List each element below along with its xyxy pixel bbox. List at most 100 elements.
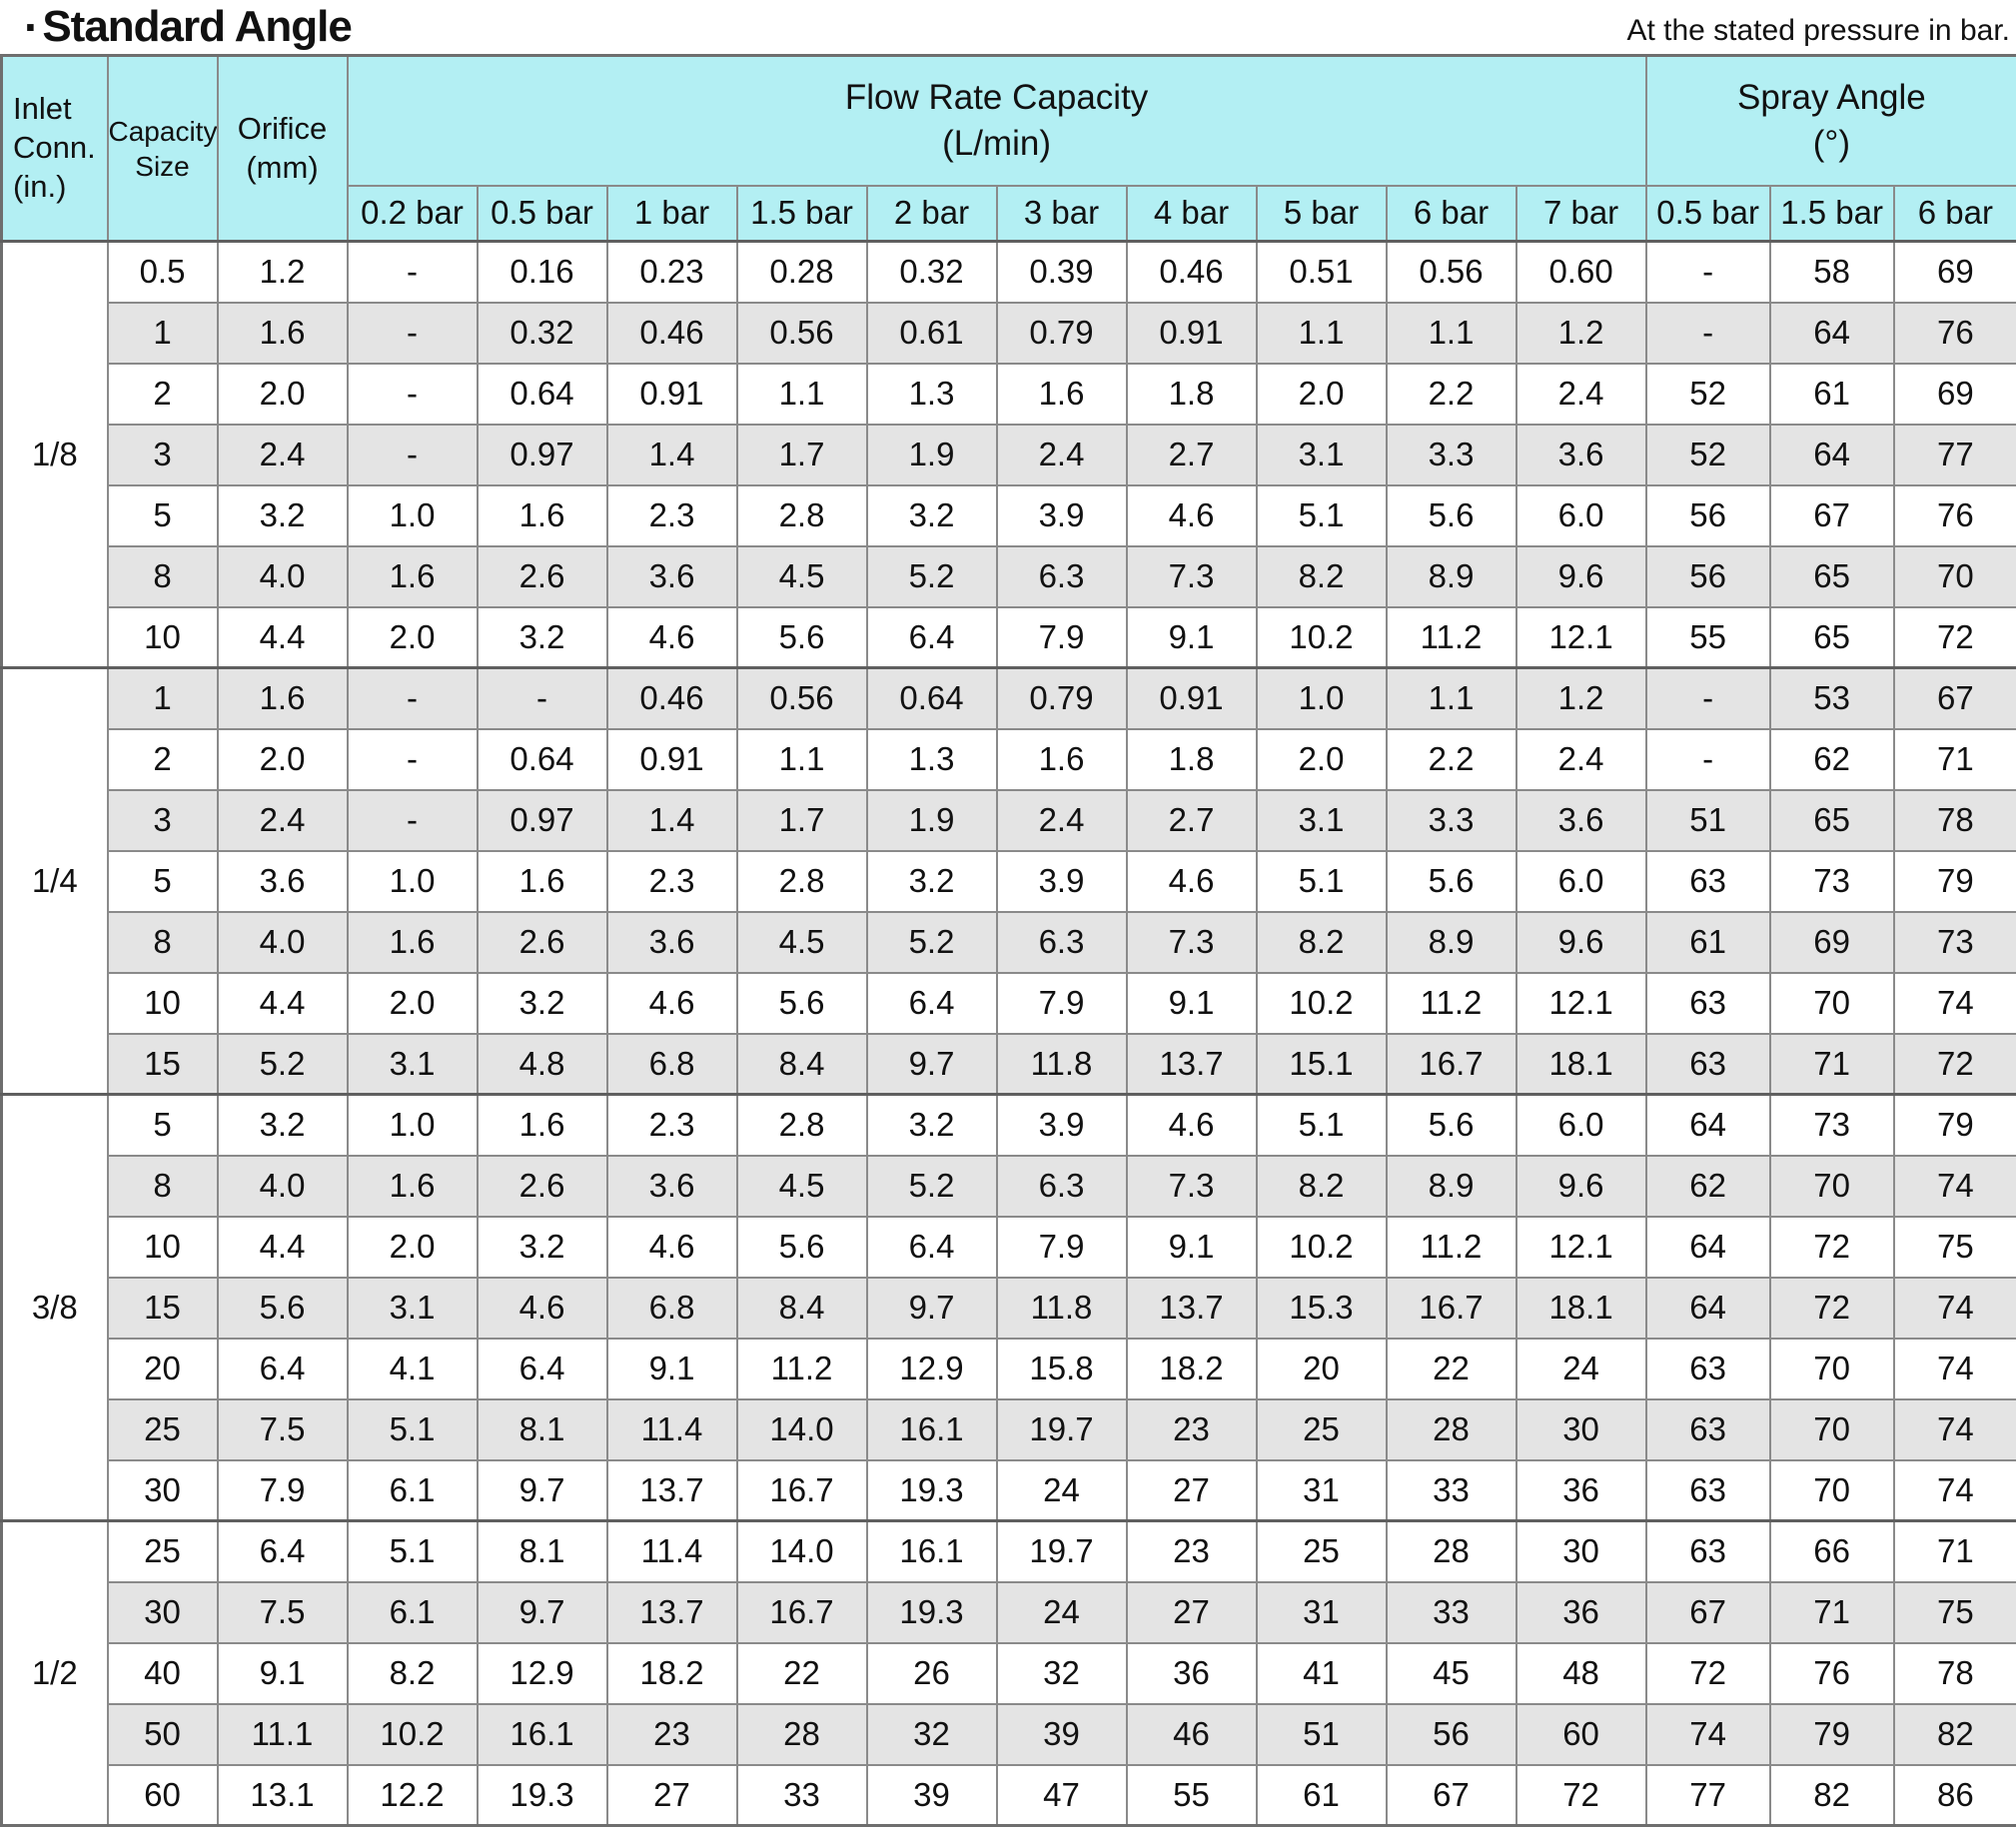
spray-angle-cell: 64 [1644, 1093, 1771, 1157]
flow-cell: 3.2 [476, 605, 608, 669]
orifice-cell: 2.0 [216, 362, 349, 426]
flow-cell: 8.1 [476, 1519, 608, 1583]
spray-angle-cell: 74 [1892, 971, 2016, 1035]
table-row: 30 7.5 6.1 9.7 13.7 16.7 19.3 24 27 31 33 36 67 71 75 [2, 1580, 2016, 1644]
orifice-cell: 4.0 [216, 544, 349, 608]
flow-cell: 5.2 [865, 1154, 998, 1218]
flow-cell: 23 [1125, 1519, 1258, 1583]
flow-cell: 19.7 [995, 1519, 1128, 1583]
title-bullet-icon: · [24, 1, 39, 53]
spray-angle-cell: 66 [1768, 1519, 1895, 1583]
flow-cell: 1.6 [995, 727, 1128, 791]
flow-cell: 24 [1514, 1337, 1647, 1400]
capacity-cell: 50 [106, 1702, 219, 1766]
flow-cell: - [346, 788, 479, 852]
flow-cell: 55 [1125, 1763, 1258, 1827]
orifice-cell: 4.4 [216, 1215, 349, 1279]
flow-cell: 11.2 [1385, 971, 1517, 1035]
spray-angle-cell: 65 [1768, 788, 1895, 852]
flow-cell: 23 [1125, 1397, 1258, 1461]
spray-angle-cell: 70 [1768, 971, 1895, 1035]
flow-cell: 20 [1255, 1337, 1388, 1400]
flow-cell: 4.5 [735, 910, 868, 974]
spray-angle-cell: 77 [1892, 423, 2016, 486]
flow-cell: 31 [1255, 1580, 1388, 1644]
pressure-header-cell: 1.5 bar [735, 184, 868, 243]
flow-cell: 0.64 [476, 727, 608, 791]
flow-cell: 4.8 [476, 1032, 608, 1096]
spray-angle-cell: 67 [1644, 1580, 1771, 1644]
spray-angle-cell: 64 [1768, 423, 1895, 486]
orifice-cell: 4.4 [216, 605, 349, 669]
spray-angle-cell: 63 [1644, 1519, 1771, 1583]
orifice-cell: 4.0 [216, 910, 349, 974]
flow-rate-capacity-table: Inlet Conn. (in.) Capacity Size Orifice … [0, 54, 2016, 1827]
capacity-cell: 1 [106, 666, 219, 730]
spray-angle-cell: 79 [1892, 1093, 2016, 1157]
flow-cell: - [346, 727, 479, 791]
spray-angle-cell: 64 [1768, 301, 1895, 365]
orifice-cell: 1.6 [216, 301, 349, 365]
flow-cell: 3.2 [865, 849, 998, 913]
spray-angle-cell: 78 [1892, 1641, 2016, 1705]
capacity-cell: 15 [106, 1032, 219, 1096]
orifice-cell: 6.4 [216, 1337, 349, 1400]
table-row: 15 5.2 3.1 4.8 6.8 8.4 9.7 11.8 13.7 15.1 16.7 18.1… [2, 1032, 2016, 1096]
flow-cell: 39 [865, 1763, 998, 1827]
spray-angle-cell: 74 [1892, 1154, 2016, 1218]
capacity-cell: 5 [106, 1093, 219, 1157]
spray-angle-cell: 63 [1644, 1458, 1771, 1522]
flow-cell: 3.1 [1255, 423, 1388, 486]
table-row: 20 6.4 4.1 6.4 9.1 11.2 12.9 15.8 18.2 20 22 24 63 70… [2, 1337, 2016, 1400]
flow-cell: 9.7 [865, 1276, 998, 1340]
flow-cell: 5.1 [1255, 1093, 1388, 1157]
flow-cell: 5.6 [735, 605, 868, 669]
flow-cell: 23 [605, 1702, 738, 1766]
spray-angle-cell: 82 [1892, 1702, 2016, 1766]
flow-cell: 9.7 [476, 1580, 608, 1644]
flow-cell: 7.3 [1125, 910, 1258, 974]
flow-cell: 1.8 [1125, 727, 1258, 791]
orifice-cell: 2.0 [216, 727, 349, 791]
flow-cell: 0.46 [1125, 240, 1258, 304]
table-row: 30 7.9 6.1 9.7 13.7 16.7 19.3 24 27 31 33 36 63 70 74 [2, 1458, 2016, 1522]
flow-cell: 32 [995, 1641, 1128, 1705]
flow-cell: 2.2 [1385, 362, 1517, 426]
flow-cell: 2.4 [995, 788, 1128, 852]
flow-cell: 11.4 [605, 1519, 738, 1583]
orifice-cell: 3.2 [216, 483, 349, 547]
spray-angle-cell: - [1644, 240, 1771, 304]
spray-angle-cell: 70 [1768, 1397, 1895, 1461]
flow-cell: 7.3 [1125, 1154, 1258, 1218]
pressure-header-cell: 0.5 bar [1644, 184, 1771, 243]
table-row: 3 2.4-0.97 1.4 1.7 1.9 2.4 2.7 3.1 3.3 3.6 52 64 77 [2, 423, 2016, 486]
capacity-cell: 15 [106, 1276, 219, 1340]
spray-angle-cell: 67 [1768, 483, 1895, 547]
flow-cell: 11.2 [1385, 605, 1517, 669]
flow-cell: 16.7 [1385, 1032, 1517, 1096]
pressure-header-cell: 3 bar [995, 184, 1128, 243]
flow-cell: 5.6 [1385, 483, 1517, 547]
flow-cell: 18.2 [605, 1641, 738, 1705]
spray-angle-cell: 75 [1892, 1580, 2016, 1644]
spray-angle-cell: 70 [1892, 544, 2016, 608]
flow-cell: 0.91 [1125, 301, 1258, 365]
flow-cell: 8.9 [1385, 910, 1517, 974]
flow-cell: 5.1 [346, 1519, 479, 1583]
flow-cell: 1.6 [476, 483, 608, 547]
capacity-cell: 5 [106, 849, 219, 913]
inlet-conn-cell: 1/2 [0, 1519, 109, 1827]
flow-cell: 19.3 [865, 1458, 998, 1522]
spray-angle-cell: 76 [1892, 301, 2016, 365]
spray-angle-cell: - [1644, 727, 1771, 791]
flow-cell: 5.1 [346, 1397, 479, 1461]
flow-cell: 3.2 [476, 971, 608, 1035]
spray-angle-cell: 61 [1644, 910, 1771, 974]
spray-angle-cell: 72 [1768, 1215, 1895, 1279]
flow-cell: 0.91 [1125, 666, 1258, 730]
table-row: 2 2.0-0.64 0.91 1.1 1.3 1.6 1.8 2.0 2.2 2.4-62 71 [2, 727, 2016, 791]
flow-cell: 3.1 [1255, 788, 1388, 852]
spray-angle-cell: 82 [1768, 1763, 1895, 1827]
orifice-cell: 3.2 [216, 1093, 349, 1157]
flow-cell: 12.2 [346, 1763, 479, 1827]
